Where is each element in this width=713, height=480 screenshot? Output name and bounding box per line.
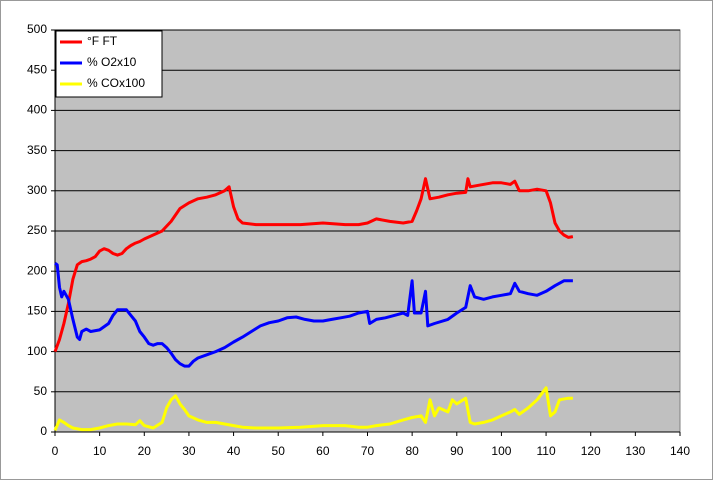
x-tick-label: 30 <box>182 444 196 458</box>
y-tick-label: 350 <box>27 143 47 157</box>
legend-label: % COx100 <box>87 76 145 90</box>
x-tick-label: 80 <box>405 444 419 458</box>
y-tick-label: 200 <box>27 263 47 277</box>
series-line <box>54 261 573 368</box>
y-tick-label: 0 <box>40 424 47 438</box>
x-tick-label: 10 <box>93 444 107 458</box>
x-tick-label: 140 <box>670 444 690 458</box>
x-tick-label: 60 <box>316 444 330 458</box>
x-tick-label: 130 <box>625 444 645 458</box>
x-tick-label: 110 <box>537 444 556 458</box>
series-line <box>53 177 574 353</box>
x-tick-label: 0 <box>52 444 59 458</box>
legend-label: % O2x10 <box>87 55 137 69</box>
x-tick-label: 90 <box>450 444 464 458</box>
y-tick-label: 300 <box>27 183 47 197</box>
y-tick-label: 400 <box>27 103 47 117</box>
y-tick-label: 50 <box>34 384 48 398</box>
y-tick-label: 500 <box>27 22 47 36</box>
x-tick-label: 120 <box>581 444 601 458</box>
y-tick-label: 450 <box>27 62 47 76</box>
x-tick-label: 20 <box>138 444 152 458</box>
series-line <box>53 386 573 432</box>
x-tick-label: 70 <box>361 444 375 458</box>
legend-label: °F FT <box>87 34 118 48</box>
y-tick-label: 150 <box>27 304 47 318</box>
y-tick-label: 250 <box>27 223 47 237</box>
x-tick-label: 50 <box>272 444 286 458</box>
x-tick-label: 100 <box>491 444 511 458</box>
y-tick-label: 100 <box>27 344 47 358</box>
x-tick-label: 40 <box>227 444 241 458</box>
